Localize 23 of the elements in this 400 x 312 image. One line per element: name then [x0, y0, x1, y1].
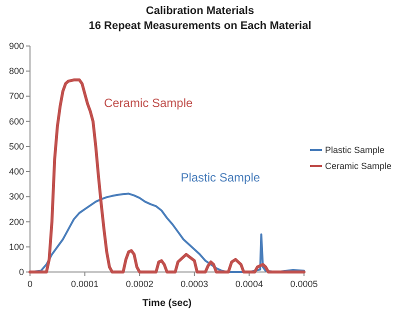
y-tick-label: 400: [8, 166, 24, 177]
legend-label: Ceramic Sample: [325, 161, 392, 171]
y-tick-label: 500: [8, 141, 24, 152]
x-tick-label: 0.0004: [235, 279, 263, 289]
y-tick-label: 800: [8, 66, 24, 76]
chart-subtitle: 16 Repeat Measurements on Each Material: [88, 20, 312, 32]
x-tick-label: 0: [27, 279, 33, 289]
y-tick-label: 900: [8, 41, 24, 51]
chart-title: Calibration Materials: [146, 5, 254, 17]
y-tick-label: 700: [8, 91, 24, 102]
annotation: Plastic Sample: [180, 170, 260, 185]
x-axis-title: Time (sec): [142, 298, 192, 309]
y-tick-label: 100: [8, 242, 24, 252]
x-tick-label: 0.0002: [126, 279, 154, 289]
x-tick-label: 0.0003: [180, 279, 208, 289]
x-tick-label: 0.0005: [290, 279, 318, 289]
y-tick-label: 600: [8, 116, 24, 126]
annotation: Ceramic Sample: [104, 96, 193, 110]
y-tick-label: 0: [18, 267, 24, 277]
legend-label: Plastic Sample: [325, 145, 385, 155]
y-tick-label: 200: [8, 216, 24, 227]
y-tick-label: 300: [8, 192, 24, 202]
x-tick-label: 0.0001: [71, 279, 99, 289]
